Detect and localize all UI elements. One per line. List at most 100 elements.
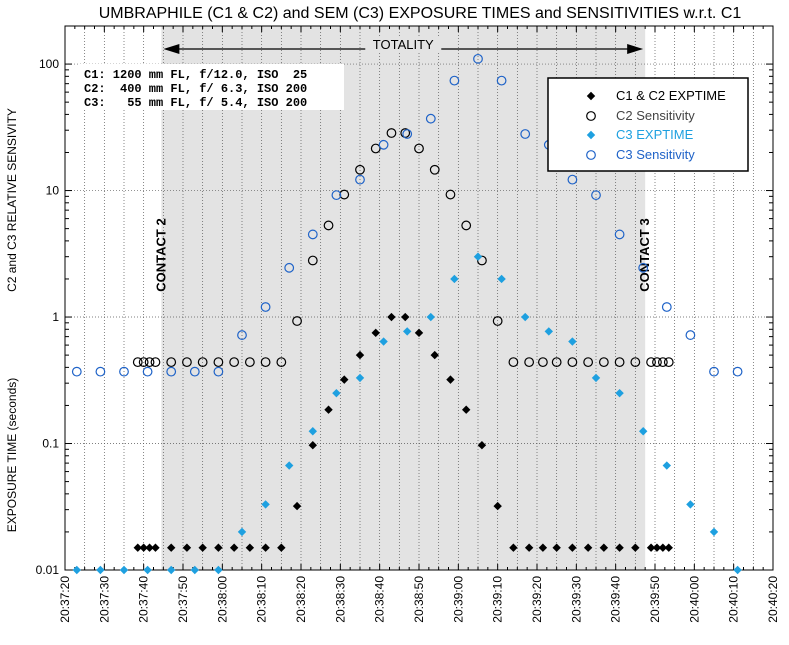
x-tick-label: 20:38:10 bbox=[255, 576, 269, 623]
c2-sensitivity-point bbox=[229, 357, 240, 368]
contact-3-label: CONTACT 3 bbox=[637, 218, 652, 291]
c1c2-exptime-point bbox=[568, 543, 577, 552]
c3-sensitivity-point bbox=[71, 366, 82, 377]
x-tick-label: 20:39:20 bbox=[530, 576, 544, 623]
y-tick-label: 0.1 bbox=[42, 437, 59, 451]
c3-exptime-point bbox=[96, 565, 105, 575]
c2-sensitivity-point bbox=[323, 220, 334, 231]
c3-sensitivity-point bbox=[567, 174, 578, 185]
c2-sensitivity-point bbox=[339, 189, 350, 200]
c1c2-exptime-point bbox=[477, 440, 487, 450]
c3-sensitivity-point bbox=[119, 366, 129, 377]
camera-info-background bbox=[80, 64, 344, 110]
c3-sensitivity-point bbox=[260, 302, 271, 312]
legend-label-c3-exptime: C3 EXPTIME bbox=[616, 127, 694, 142]
chart-title: UMBRAPHILE (C1 & C2) and SEM (C3) EXPOSU… bbox=[99, 5, 742, 22]
c1c2-exptime-point bbox=[493, 501, 502, 511]
c3-exptime-point bbox=[143, 565, 152, 575]
c3-sensitivity-point bbox=[496, 75, 507, 86]
c1c2-exptime-point bbox=[462, 405, 471, 414]
c3-exptime-point bbox=[473, 252, 483, 261]
c3-sensitivity-point bbox=[709, 366, 719, 377]
c2-sensitivity-point bbox=[166, 357, 177, 368]
c3-exptime-point bbox=[450, 274, 459, 284]
c1c2-exptime-point bbox=[245, 543, 255, 552]
x-tick-label: 20:38:00 bbox=[215, 576, 229, 623]
c2-sensitivity-point bbox=[150, 357, 161, 368]
c1c2-exptime-point bbox=[371, 328, 380, 338]
c3-sensitivity-point bbox=[166, 366, 177, 377]
c3-exptime-point bbox=[426, 312, 435, 322]
c2-sensitivity-point bbox=[386, 128, 397, 138]
data-markers bbox=[71, 53, 743, 575]
c2-sensitivity-point bbox=[524, 357, 535, 368]
legend-label-c1c2-exptime: C1 & C2 EXPTIME bbox=[616, 88, 726, 103]
c3-exptime-point bbox=[568, 337, 577, 346]
legend: C1 & C2 EXPTIME C2 Sensitivity C3 EXPTIM… bbox=[547, 77, 749, 172]
c3-sensitivity-point bbox=[402, 129, 413, 139]
camera-info-c3: C3: 55 mm FL, f/ 5.4, ISO 200 bbox=[84, 96, 307, 110]
c3-exptime-point bbox=[709, 527, 719, 537]
c3-exptime-point bbox=[167, 565, 176, 575]
c1c2-exptime-point bbox=[151, 543, 160, 552]
camera-info-c2: C2: 400 mm FL, f/ 6.3, ISO 200 bbox=[84, 82, 307, 96]
c1c2-exptime-point bbox=[277, 543, 286, 552]
y-axis-ticks: 0.01 0.1 1 10 100 bbox=[36, 25, 773, 577]
c2-sensitivity-point bbox=[197, 357, 208, 368]
camera-info-c1: C1: 1200 mm FL, f/12.0, ISO 25 bbox=[84, 68, 307, 82]
c3-sensitivity-point bbox=[189, 366, 200, 377]
c1c2-exptime-point bbox=[139, 543, 148, 552]
x-tick-label: 20:37:50 bbox=[176, 576, 190, 623]
c1c2-exptime-point bbox=[324, 405, 333, 414]
c1c2-exptime-point bbox=[198, 543, 207, 552]
c2-sensitivity-point bbox=[567, 357, 578, 368]
c2-sensitivity-point bbox=[508, 357, 519, 368]
totality-label-background bbox=[365, 37, 442, 51]
c1c2-exptime-point bbox=[658, 543, 668, 552]
c3-sensitivity-point bbox=[213, 366, 224, 377]
x-tick-label: 20:39:10 bbox=[491, 576, 505, 623]
c2-sensitivity-point bbox=[260, 357, 271, 368]
c3-exptime-point bbox=[237, 527, 247, 537]
c3-exptime-point bbox=[261, 500, 270, 509]
c1c2-exptime-point bbox=[387, 312, 396, 322]
c1c2-exptime-point bbox=[446, 375, 455, 384]
c2-sensitivity-point bbox=[355, 164, 365, 175]
c3-sensitivity-point bbox=[473, 53, 483, 64]
x-tick-label: 20:37:40 bbox=[137, 576, 151, 623]
c1c2-exptime-point bbox=[646, 543, 656, 552]
c2-sensitivity-point bbox=[630, 357, 641, 368]
y-tick-label: 0.01 bbox=[36, 563, 60, 577]
c2-sensitivity-point bbox=[538, 357, 548, 368]
x-tick-label: 20:38:40 bbox=[373, 576, 387, 623]
c3-exptime-point bbox=[615, 388, 624, 398]
x-tick-label: 20:39:30 bbox=[569, 576, 583, 623]
c3-exptime-point bbox=[662, 461, 671, 470]
c2-sensitivity-point bbox=[657, 357, 668, 368]
legend-label-c3-sensitivity: C3 Sensitivity bbox=[616, 147, 695, 162]
c3-exptime-point bbox=[190, 565, 199, 575]
c3-sensitivity-point bbox=[237, 330, 247, 340]
c3-exptime-point bbox=[379, 337, 388, 346]
c1c2-exptime-point bbox=[552, 543, 561, 552]
c2-sensitivity-point bbox=[461, 220, 472, 231]
c1c2-exptime-point bbox=[652, 543, 662, 552]
c3-exptime-point bbox=[308, 427, 317, 436]
c1c2-exptime-point bbox=[414, 328, 424, 338]
c3-exptime-point bbox=[285, 461, 294, 470]
c1c2-exptime-point bbox=[214, 543, 223, 552]
c1c2-exptime-point bbox=[599, 543, 609, 552]
c3-exptime-point bbox=[214, 565, 223, 575]
c1c2-exptime-point bbox=[340, 375, 349, 384]
c1c2-exptime-point bbox=[615, 543, 624, 552]
x-tick-label: 20:40:00 bbox=[687, 576, 701, 623]
c2-sensitivity-point bbox=[307, 255, 318, 266]
c2-sensitivity-point bbox=[429, 164, 440, 175]
x-tick-label: 20:38:50 bbox=[412, 576, 426, 623]
c3-sensitivity-point bbox=[284, 262, 295, 273]
legend-label-c2-sensitivity: C2 Sensitivity bbox=[616, 108, 695, 123]
c3-exptime-point bbox=[686, 500, 695, 509]
c3-exptime-point bbox=[639, 427, 648, 436]
c3-exptime-point bbox=[521, 312, 530, 322]
